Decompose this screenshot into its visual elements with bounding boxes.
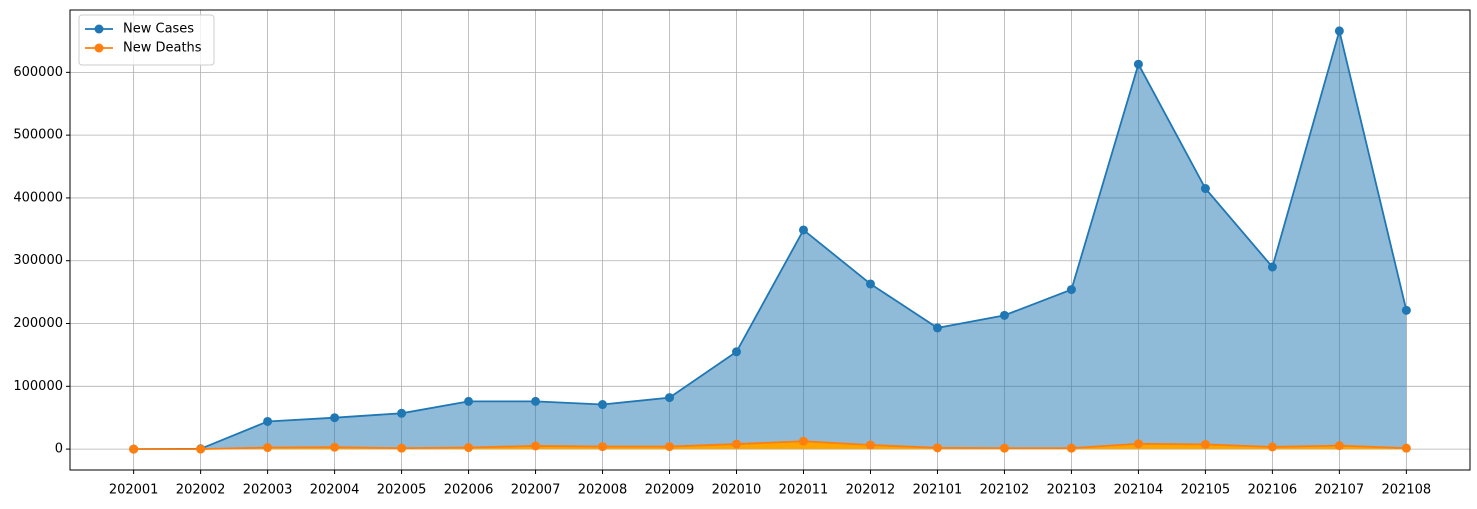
marker <box>1200 439 1210 449</box>
marker <box>798 436 808 446</box>
x-tick-label: 202103 <box>1047 483 1097 498</box>
marker <box>1334 441 1344 451</box>
x-tick-label: 202002 <box>176 483 226 498</box>
marker <box>865 440 875 450</box>
x-tick-label: 202101 <box>913 483 963 498</box>
legend-marker <box>94 43 104 53</box>
marker <box>397 408 407 418</box>
x-tick-label: 202007 <box>511 483 561 498</box>
x-tick-label: 202106 <box>1248 483 1298 498</box>
marker <box>531 441 541 451</box>
marker <box>865 279 875 289</box>
marker <box>263 443 273 453</box>
legend-label: New Cases <box>123 22 194 37</box>
x-tick-label: 202005 <box>377 483 427 498</box>
marker <box>531 396 541 406</box>
marker <box>732 439 742 449</box>
marker <box>932 443 942 453</box>
y-tick-label: 200000 <box>13 316 63 331</box>
marker <box>798 225 808 235</box>
marker <box>598 400 608 410</box>
marker <box>1334 26 1344 36</box>
marker <box>1066 443 1076 453</box>
marker <box>263 416 273 426</box>
line <box>133 27 1408 450</box>
y-tick-label: 0 <box>55 442 63 457</box>
marker <box>1133 59 1143 69</box>
x-tick-label: 202102 <box>980 483 1030 498</box>
x-tick-label: 202012 <box>846 483 896 498</box>
x-tick-label: 202006 <box>444 483 494 498</box>
marker <box>464 443 474 453</box>
x-tick-label: 202104 <box>1114 483 1164 498</box>
plot <box>129 26 1411 454</box>
x-tick-label: 202105 <box>1181 483 1231 498</box>
marker <box>1200 184 1210 194</box>
marker <box>1267 262 1277 272</box>
marker <box>932 323 942 333</box>
marker <box>665 442 675 452</box>
marker <box>999 310 1009 320</box>
y-tick-label: 300000 <box>13 253 63 268</box>
ticks: 0 100000 200000 300000 400000 500000 600000 202… <box>13 65 1431 498</box>
marker <box>330 442 340 452</box>
marker <box>999 443 1009 453</box>
y-tick-label: 400000 <box>13 190 63 205</box>
y-tick-label: 500000 <box>13 128 63 143</box>
x-tick-label: 202107 <box>1315 483 1365 498</box>
y-tick-label: 100000 <box>13 379 63 394</box>
marker <box>1267 442 1277 452</box>
y-tick-label: 600000 <box>13 65 63 80</box>
marker <box>1401 305 1411 315</box>
x-tick-label: 202001 <box>109 483 159 498</box>
axes-frame <box>69 9 1471 471</box>
legend: New Cases New Deaths <box>78 14 215 66</box>
x-tick-label: 202004 <box>310 483 360 498</box>
marker <box>397 443 407 453</box>
x-tick-label: 202108 <box>1382 483 1432 498</box>
marker <box>732 347 742 357</box>
legend-label: New Deaths <box>123 41 202 56</box>
marker <box>1133 439 1143 449</box>
marker <box>330 413 340 423</box>
line <box>133 440 1407 450</box>
legend-box <box>78 14 215 66</box>
marker <box>196 444 206 454</box>
x-tick-label: 202010 <box>712 483 762 498</box>
x-tick-label: 202011 <box>779 483 829 498</box>
area <box>133 30 1407 450</box>
marker <box>464 396 474 406</box>
marker <box>665 393 675 403</box>
marker <box>598 442 608 452</box>
x-tick-label: 202009 <box>645 483 695 498</box>
marker <box>1401 443 1411 453</box>
marker <box>1066 285 1076 295</box>
x-tick-label: 202008 <box>578 483 628 498</box>
legend-marker <box>94 24 104 34</box>
marker <box>129 444 139 454</box>
x-tick-label: 202003 <box>243 483 293 498</box>
